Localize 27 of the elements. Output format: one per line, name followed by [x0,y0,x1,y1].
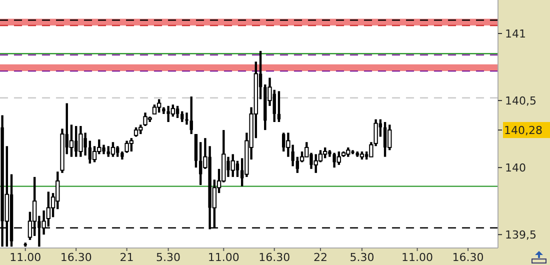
candlestick [78,124,83,158]
y-tick-label: 141 [505,27,526,40]
candlestick [152,103,157,116]
candlestick [322,146,328,160]
candlestick [336,150,342,166]
x-tick-label: 11.00 [208,251,240,264]
y-tick-label: 139,5 [505,228,536,242]
x-tick-label: 16.30 [258,251,290,264]
candlestick [134,126,138,138]
candlestick [110,140,116,158]
candlestick [277,90,281,124]
x-tick-label: 21 [120,251,134,264]
x-tick-label: 11.00 [10,251,42,264]
y-tick-label: 140 [505,161,526,174]
x-tick-label: 16.30 [60,251,92,264]
x-tick-label: 22 [313,251,328,264]
candlestick [230,153,235,178]
x-tick-label: 16.30 [452,251,484,264]
candlestick [190,95,193,136]
x-tick-label: 5.30 [350,251,374,264]
x-tick-label: 5.30 [156,251,181,264]
candlestick [156,98,162,114]
x-tick-label: 11.00 [402,251,434,264]
text: 140,28 [504,124,542,137]
candlestick [180,110,184,124]
candlestick [170,103,176,118]
y-tick-label: 140,5 [505,94,536,108]
